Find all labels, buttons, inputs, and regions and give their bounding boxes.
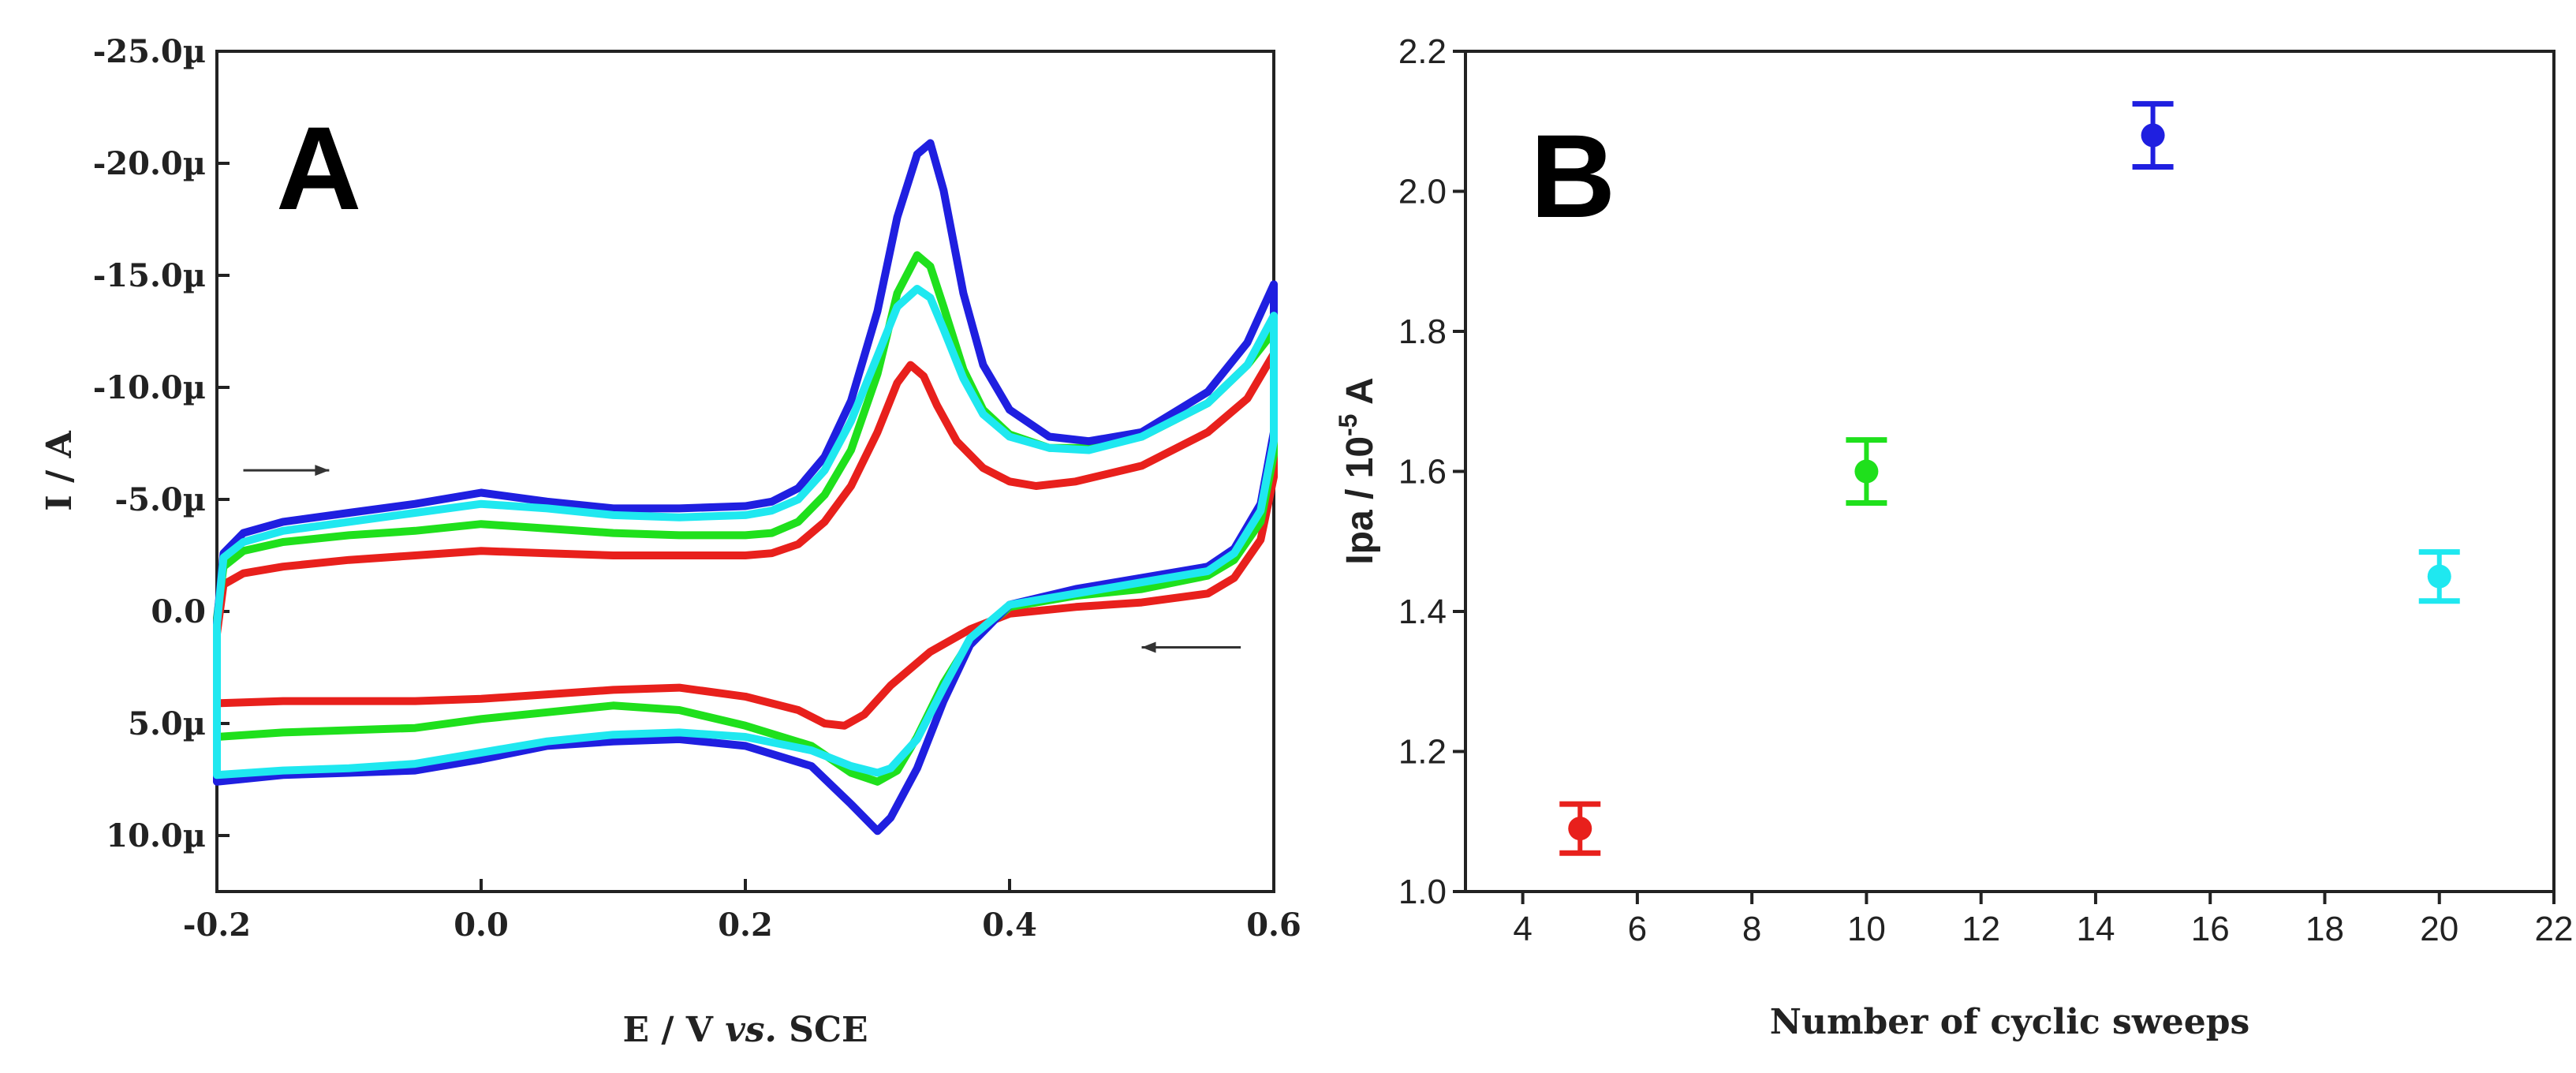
panel-b-y-tick-label: 1.2 xyxy=(1398,733,1447,772)
scan-direction-arrow-head xyxy=(315,465,330,477)
cv-curve-20-sweeps xyxy=(213,285,1278,780)
panel-a-y-tick-label: -15.0µ xyxy=(93,257,206,294)
panel-a-y-tick-label: 5.0µ xyxy=(128,705,206,742)
panel-b-scatter-chart: 4 6 8 10 12 14 16 18 20 22 1.0 1.2 1.4 1.6 1.8 2.0 2.2 B… xyxy=(1334,32,2573,1042)
panel-b-y-axis-title-exp: -5 xyxy=(1334,414,1362,436)
panel-b-y-axis-title-unit: A xyxy=(1339,377,1381,413)
panel-a-arrows xyxy=(243,465,1241,653)
panel-b-y-tick-label: 2.2 xyxy=(1398,32,1447,71)
panel-a-x-tick-label: -0.2 xyxy=(183,907,251,944)
panel-b-y-tick-label: 1.6 xyxy=(1398,453,1447,492)
panel-a-x-tick-label: 0.4 xyxy=(982,907,1037,944)
panel-b-x-tick-label: 20 xyxy=(2420,910,2458,948)
panel-b-x-tick-label: 4 xyxy=(1513,910,1532,948)
panel-b-y-tick-label: 1.8 xyxy=(1398,312,1447,351)
panel-a-x-axis-title: E / V vs. SCE xyxy=(622,1010,868,1050)
panel-b-y-tick-label: 1.0 xyxy=(1398,873,1447,911)
panel-a-x-axis-title-part3: SCE xyxy=(777,1010,868,1050)
panel-b-y-axis-title: Ipa / 10-5 A xyxy=(1334,377,1381,564)
panel-a-y-tick-label: 10.0µ xyxy=(106,817,206,854)
panel-b-ticks: 4 6 8 10 12 14 16 18 20 22 1.0 1.2 1.4 1.6 1.8 2.0 2.2 xyxy=(1398,32,2574,948)
panel-b-y-tick-label: 1.4 xyxy=(1398,593,1447,631)
cv-curve-5-sweeps xyxy=(213,350,1278,730)
panel-b-x-tick-label: 14 xyxy=(2076,910,2115,948)
data-point-20-sweeps xyxy=(2427,564,2451,589)
data-point-5-sweeps xyxy=(1568,817,1592,841)
panel-b-x-tick-label: 8 xyxy=(1742,910,1761,948)
panel-a-y-tick-label: -20.0µ xyxy=(93,145,206,182)
panel-a-x-tick-label: 0.0 xyxy=(454,907,509,944)
panel-a-y-tick-label: -25.0µ xyxy=(93,33,206,70)
panel-a-x-tick-label: 0.6 xyxy=(1246,907,1301,944)
panel-b-y-tick-label: 2.0 xyxy=(1398,173,1447,211)
panel-b-points xyxy=(1559,101,2460,856)
panel-b-x-tick-label: 6 xyxy=(1628,910,1647,948)
data-point-10-sweeps xyxy=(1854,459,1879,484)
panel-a-curves xyxy=(213,139,1278,836)
panel-a-y-axis-title: I / A xyxy=(39,430,80,510)
panel-a-x-axis-title-vs: vs. xyxy=(725,1010,777,1050)
panel-b-x-axis-title: Number of cyclic sweeps xyxy=(1770,1002,2249,1042)
panel-b-letter: B xyxy=(1530,110,1615,242)
panel-a-x-tick-label: 0.2 xyxy=(718,907,773,944)
panel-b-x-tick-label: 10 xyxy=(1847,910,1886,948)
data-point-15-sweeps xyxy=(2141,123,2165,148)
panel-a-letter: A xyxy=(276,102,361,234)
panel-b-x-tick-label: 18 xyxy=(2305,910,2344,948)
panel-a-cv-chart: -0.2 0.0 0.2 0.4 0.6 -25.0µ -20.0µ -15.0µ -10.0µ… xyxy=(39,33,1301,1050)
panel-b-x-tick-label: 16 xyxy=(2191,910,2230,948)
panel-a-y-tick-label: -10.0µ xyxy=(93,369,206,406)
scan-direction-arrow-head xyxy=(1141,641,1156,653)
panel-a-ticks: -0.2 0.0 0.2 0.4 0.6 -25.0µ -20.0µ -15.0µ -10.0µ… xyxy=(93,33,1301,944)
panel-b-x-tick-label: 22 xyxy=(2535,910,2574,948)
panel-a-x-axis-title-part1: E / V xyxy=(622,1010,725,1050)
panel-b-y-axis-title-main: Ipa / 10 xyxy=(1339,436,1381,565)
panel-b-plot-frame xyxy=(1464,50,2555,893)
panel-a-y-tick-label: -5.0µ xyxy=(115,481,206,518)
cv-curve-15-sweeps xyxy=(213,139,1278,836)
panel-a-y-tick-label: 0.0 xyxy=(151,593,206,630)
panel-b-x-tick-label: 12 xyxy=(1962,910,2000,948)
